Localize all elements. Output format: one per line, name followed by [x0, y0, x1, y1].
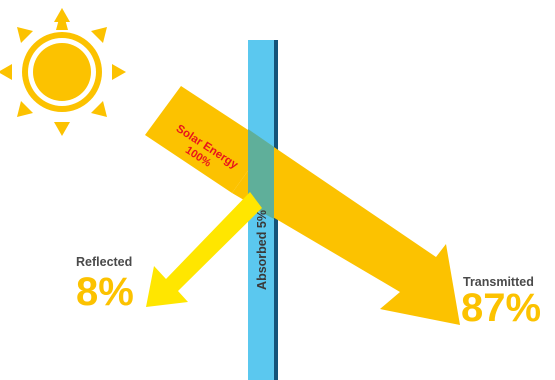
sun-ray: [91, 27, 107, 43]
absorption-zone: [248, 129, 274, 219]
transmitted-label: Transmitted: [463, 275, 534, 289]
sun-ray: [0, 64, 12, 80]
sun-icon: [0, 8, 126, 136]
sun-ray: [112, 64, 126, 80]
sun-ray: [17, 27, 33, 43]
sun-ray: [17, 101, 33, 117]
transmitted-arrow: [232, 143, 460, 325]
transmitted-value: 87%: [461, 286, 541, 330]
sun-core: [33, 43, 91, 101]
sun-ray: [54, 8, 70, 22]
reflected-arrow: [146, 192, 262, 307]
sun-ray: [91, 101, 107, 117]
incident-arrow: [145, 86, 268, 193]
reflected-value: 8%: [76, 270, 134, 314]
absorbed-label: Absorbed 5%: [255, 210, 269, 290]
reflected-label: Reflected: [76, 255, 132, 269]
sun-ray: [54, 122, 70, 136]
